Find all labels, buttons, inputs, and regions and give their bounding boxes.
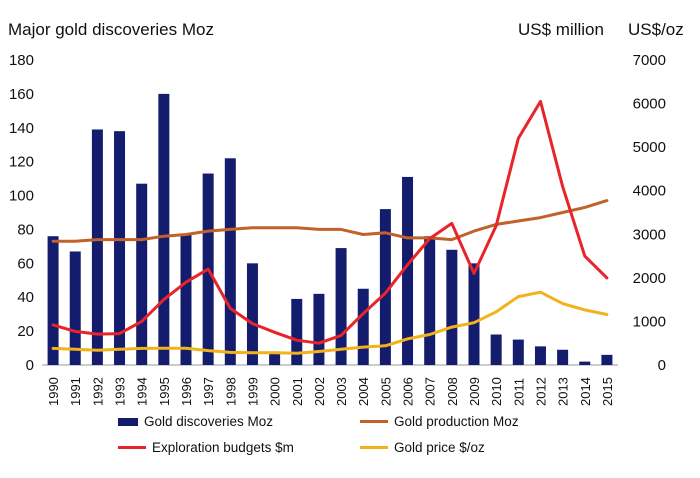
x-tick-label: 1994 xyxy=(135,377,150,406)
legend-swatch-gold-price xyxy=(360,446,388,449)
bar-gold-discoveries xyxy=(379,209,391,365)
bar-gold-discoveries xyxy=(335,248,347,365)
y-left-tick-label: 20 xyxy=(17,323,34,340)
bar-gold-discoveries xyxy=(114,131,126,365)
x-tick-label: 2006 xyxy=(401,377,416,406)
y-left-tick-label: 100 xyxy=(9,188,34,205)
y-left-tick-label: 80 xyxy=(17,221,34,238)
y-left-tick-label: 60 xyxy=(17,255,34,272)
legend-label-gold-discoveries: Gold discoveries Moz xyxy=(144,414,274,429)
x-tick-label: 2001 xyxy=(290,377,305,406)
series-line-exploration-budgets xyxy=(51,99,609,345)
bar-gold-discoveries xyxy=(601,354,613,365)
legend-label-exploration-budgets: Exploration budgets $m xyxy=(152,440,294,455)
y-right-tick-label: 6000 xyxy=(633,96,666,113)
x-tick-label: 2011 xyxy=(511,378,526,406)
legend-swatch-gold-discoveries xyxy=(118,417,138,426)
y-right-tick-label: 0 xyxy=(658,357,666,374)
x-tick-label: 1991 xyxy=(68,377,83,406)
legend-item-gold-discoveries: Gold discoveries Moz xyxy=(118,414,273,429)
x-tick-label: 2008 xyxy=(445,377,460,406)
x-tick-label: 1990 xyxy=(46,377,61,406)
y-right-tick-label: 5000 xyxy=(633,139,666,156)
y-left-tick-label: 40 xyxy=(17,289,34,306)
y-left-tick-label: 180 xyxy=(9,52,34,69)
x-tick-label: 2012 xyxy=(533,377,548,406)
x-tick-label: 2003 xyxy=(334,377,349,406)
y-left-tick-label: 120 xyxy=(9,154,34,171)
x-tick-label: 1997 xyxy=(201,377,216,406)
y-right-tick-label: 4000 xyxy=(633,183,666,200)
bar-gold-discoveries xyxy=(446,249,458,365)
bar-gold-discoveries xyxy=(91,129,103,365)
x-tick-label: 1993 xyxy=(113,377,128,406)
legend-label-gold-production: Gold production Moz xyxy=(394,414,519,429)
bar-gold-discoveries xyxy=(490,334,502,365)
series-line-gold-price xyxy=(51,290,609,355)
bar-gold-discoveries xyxy=(224,158,236,365)
x-tick-label: 1992 xyxy=(90,377,105,406)
bar-gold-discoveries xyxy=(47,236,59,365)
x-tick-label: 2013 xyxy=(556,377,571,406)
bar-gold-discoveries xyxy=(313,293,325,365)
legend-item-gold-price: Gold price $/oz xyxy=(360,440,485,455)
chart-title: Major gold discoveries Moz xyxy=(8,20,214,39)
bar-gold-discoveries xyxy=(512,339,524,365)
bar-gold-discoveries xyxy=(357,288,369,365)
y-left-tick-label: 160 xyxy=(9,86,34,103)
bar-gold-discoveries xyxy=(557,349,569,365)
bar-gold-discoveries xyxy=(424,236,436,365)
x-tick-label: 2004 xyxy=(356,377,371,406)
bar-gold-discoveries xyxy=(136,183,148,365)
y-right-tick-label: 2000 xyxy=(633,270,666,287)
series-line-gold-production xyxy=(51,199,609,243)
x-tick-label: 1998 xyxy=(223,377,238,406)
legend-item-gold-production: Gold production Moz xyxy=(360,414,519,429)
legend-item-exploration-budgets: Exploration budgets $m xyxy=(118,440,294,455)
x-tick-label: 2007 xyxy=(423,377,438,406)
bar-gold-discoveries xyxy=(579,361,591,365)
bar-gold-discoveries xyxy=(468,263,480,365)
x-tick-label: 1995 xyxy=(157,377,172,406)
y-left-tick-label: 0 xyxy=(26,357,34,374)
x-tick-label: 2010 xyxy=(489,377,504,406)
legend-label-gold-price: Gold price $/oz xyxy=(394,440,485,455)
legend-swatch-exploration-budgets xyxy=(118,446,146,449)
y-right-tick-label: 7000 xyxy=(633,52,666,69)
bar-gold-discoveries xyxy=(402,176,414,365)
bar-gold-discoveries xyxy=(269,351,281,365)
y-right-tick-label: 1000 xyxy=(633,313,666,330)
bar-gold-discoveries xyxy=(69,251,81,365)
x-tick-label: 2009 xyxy=(467,377,482,406)
x-tick-label: 2000 xyxy=(268,377,283,406)
x-tick-label: 2005 xyxy=(378,377,393,406)
x-tick-label: 1999 xyxy=(245,377,260,406)
bar-gold-discoveries xyxy=(158,93,170,365)
bar-gold-discoveries xyxy=(246,263,258,365)
right-axis-unit-budget: US$ million xyxy=(518,20,604,39)
x-tick-label: 2015 xyxy=(600,377,615,406)
x-tick-label: 1996 xyxy=(179,377,194,406)
legend-swatch-gold-production xyxy=(360,420,388,423)
bar-gold-discoveries xyxy=(180,234,192,365)
y-left-tick-label: 140 xyxy=(9,120,34,137)
bar-gold-discoveries xyxy=(291,298,303,365)
x-tick-label: 2014 xyxy=(578,377,593,406)
right-axis-unit-price: US$/oz xyxy=(628,20,684,39)
bar-gold-discoveries xyxy=(534,346,546,365)
y-right-tick-label: 3000 xyxy=(633,226,666,243)
x-tick-label: 2002 xyxy=(312,377,327,406)
